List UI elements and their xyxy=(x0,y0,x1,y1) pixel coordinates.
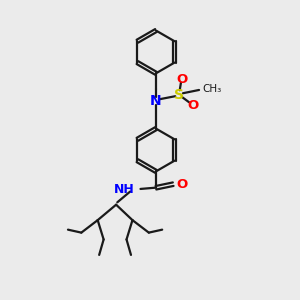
Text: N: N xyxy=(150,94,162,108)
Text: CH₃: CH₃ xyxy=(202,84,221,94)
Text: O: O xyxy=(176,178,188,191)
Text: NH: NH xyxy=(114,183,134,196)
Text: S: S xyxy=(174,88,184,102)
Text: O: O xyxy=(176,73,187,86)
Text: O: O xyxy=(187,99,198,112)
